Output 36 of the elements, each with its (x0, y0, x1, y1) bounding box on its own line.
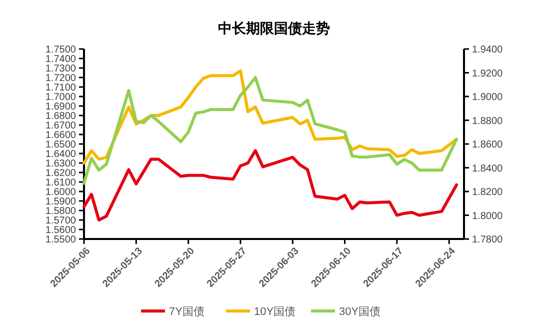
y-tick-label: 1.6500 (45, 140, 76, 150)
chart-title: 中长期限国债走势 (218, 20, 330, 36)
y-tick-label: 1.5600 (45, 225, 76, 236)
y-tick-label: 1.5500 (45, 234, 76, 246)
y-tick-label: 1.6400 (45, 149, 76, 160)
y2-tick-label: 1.9200 (472, 68, 504, 80)
y2-tick-label: 1.8200 (472, 187, 504, 198)
y-tick-label: 1.7200 (45, 73, 76, 84)
y-tick-label: 1.5700 (45, 216, 76, 226)
y2-tick-label: 1.9000 (472, 92, 504, 103)
legend-label: 30Y国债 (339, 306, 381, 318)
y-tick-label: 1.7300 (45, 64, 76, 74)
y-tick-label: 1.6300 (45, 158, 76, 170)
y2-tick-label: 1.8600 (472, 140, 504, 150)
y-tick-label: 1.6700 (45, 120, 76, 132)
y-tick-label: 1.5900 (45, 196, 76, 208)
legend-label: 10Y国债 (254, 306, 296, 318)
y-tick-label: 1.7500 (45, 44, 76, 56)
y-tick-label: 1.6200 (45, 168, 76, 179)
line-series (82, 149, 458, 222)
line-series (82, 76, 458, 185)
y-tick-label: 1.6600 (45, 130, 76, 141)
y-tick-label: 1.7100 (45, 82, 76, 94)
y2-tick-label: 1.8800 (472, 116, 504, 127)
y-tick-label: 1.5800 (45, 206, 76, 217)
y2-tick-label: 1.8000 (472, 210, 504, 222)
y-tick-label: 1.7400 (45, 54, 76, 65)
y-tick-label: 1.6800 (45, 111, 76, 122)
y2-tick-label: 1.7800 (472, 234, 504, 246)
y-tick-label: 1.7000 (45, 92, 76, 103)
y2-tick-label: 1.9400 (472, 44, 504, 56)
y-tick-label: 1.6000 (45, 187, 76, 198)
legend-label: 7Y国债 (169, 306, 204, 318)
y-tick-label: 1.6100 (45, 178, 76, 188)
y-tick-label: 1.6900 (45, 102, 76, 112)
y2-tick-label: 1.8400 (472, 163, 504, 174)
